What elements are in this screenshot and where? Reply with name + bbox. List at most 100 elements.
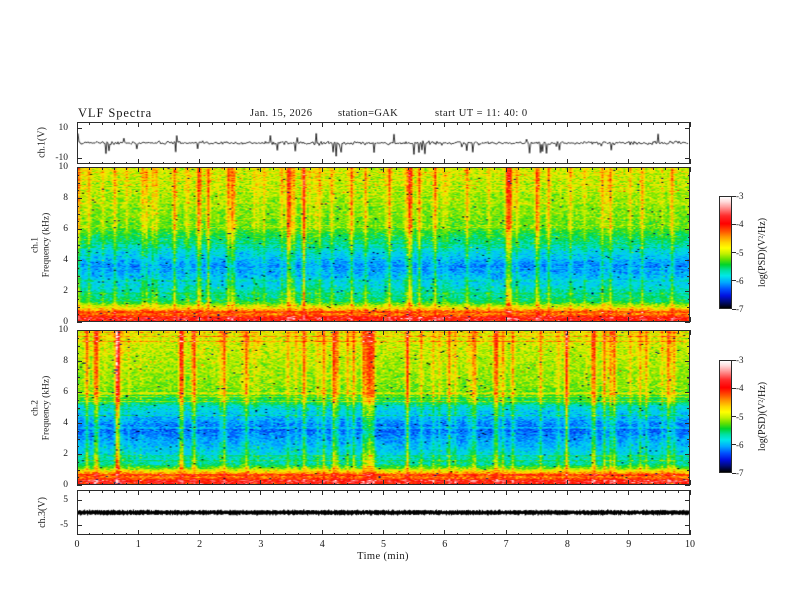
ch1-waveform-xminortick <box>113 161 115 164</box>
ch1-spectrogram-xtickmark <box>137 167 139 172</box>
ch1-waveform-xminortick <box>150 161 152 164</box>
ch1-waveform-xminortick <box>640 161 642 164</box>
ch1-spectrogram-yminortick <box>77 244 80 246</box>
ch1-spectrogram-ylabel: ch.1 Frequency (kHz) <box>30 167 52 322</box>
ch1-spectrogram-yminortick <box>688 267 690 269</box>
x-axis-tick: 10 <box>685 539 695 550</box>
ch2-spectrogram-xminortick <box>113 482 115 485</box>
ch2-spectrogram-xminortick <box>211 330 213 333</box>
ch1-waveform-xminortick <box>248 122 250 125</box>
ch2-spectrogram-yminortick <box>688 477 690 479</box>
ch2-spectrogram-xminortick <box>457 482 459 485</box>
ch1-spectrogram-yminortick <box>687 213 690 215</box>
ch2-spectrogram-yminortick <box>77 384 79 386</box>
ch1-spectrogram-xtickmark <box>321 167 323 172</box>
ch1-spectrogram-ytickmark <box>77 166 82 168</box>
ch1-waveform-xminortick <box>371 122 373 125</box>
ch1-waveform-xminortick <box>481 161 483 164</box>
ch2-spectrogram-xtickmark <box>321 330 323 335</box>
ch2-spectrogram-xminortick <box>591 482 593 485</box>
ch2-spectrogram-xminortick <box>346 482 348 485</box>
ch1-spectrogram-xminortick <box>211 167 213 170</box>
ch1-spectrogram-ytickmark <box>77 321 82 323</box>
ch3-waveform-xminortick <box>481 532 483 535</box>
ch1-waveform-xminortick <box>297 161 299 164</box>
ch2-spectrogram-xminortick <box>273 482 275 485</box>
ch2-spectrogram-xminortick <box>604 482 606 485</box>
ch1-waveform-xminortick <box>420 161 422 164</box>
ch3-waveform-xminortick <box>150 490 152 493</box>
ch1-spectrogram-xminortick <box>162 319 164 322</box>
ch2-spectrogram-xminortick <box>224 330 226 333</box>
ch3-waveform-xtickmark <box>199 530 201 535</box>
ch2-spectrogram-xminortick <box>248 330 250 333</box>
ch1-waveform-xminortick <box>187 161 189 164</box>
ch1-waveform-xminortick <box>89 122 91 125</box>
ch3-waveform-xminortick <box>224 490 226 493</box>
ch3-waveform-xminortick <box>481 490 483 493</box>
ch3-waveform-xtickmark <box>383 530 384 535</box>
ch1-waveform-xminortick <box>358 122 360 125</box>
ch1-colorbar-tickmark <box>732 195 736 197</box>
ch1-waveform-xminortick <box>346 161 348 164</box>
ch2-colorbar-tickmark <box>732 444 736 446</box>
ch1-colorbar <box>719 196 732 309</box>
ch1-waveform-xminortick <box>126 122 128 125</box>
ch1-spectrogram-xminortick <box>101 319 103 322</box>
ch1-waveform-xtickmark <box>566 159 568 164</box>
ch1-spectrogram-xminortick <box>334 319 336 322</box>
ch1-spectrogram-xminortick <box>530 319 532 322</box>
ch3-waveform-xminortick <box>616 532 618 535</box>
ch2-spectrogram-ytick: 0 <box>63 480 68 490</box>
ch1-waveform-xminortick <box>224 122 226 125</box>
ch1-waveform-xminortick <box>236 161 238 164</box>
ch1-spectrogram-xminortick <box>113 319 115 322</box>
ch1-waveform-xminortick <box>530 161 532 164</box>
ch3-waveform-xminortick <box>420 532 422 535</box>
ch2-spectrogram-xminortick <box>493 482 495 485</box>
ch3-waveform-xminortick <box>187 490 189 493</box>
ch2-spectrogram-yminortick <box>77 461 79 463</box>
ch2-spectrogram-xminortick <box>555 330 557 333</box>
ch3-waveform-xminortick <box>395 532 397 535</box>
ch1-colorbar-tick: -4 <box>736 219 744 230</box>
x-axis-tick: 0 <box>74 539 80 550</box>
ch1-spectrogram-xminortick <box>187 319 189 322</box>
ch2-spectrogram-xminortick <box>236 330 238 333</box>
ch1-waveform-xtickmark <box>505 159 507 164</box>
ch2-spectrogram-xminortick <box>665 330 667 333</box>
ch3-waveform-xtickmark <box>566 490 568 495</box>
ch1-spectrogram-yminortick <box>687 306 690 308</box>
ch2-spectrogram-xminortick <box>358 330 360 333</box>
ch2-spectrogram-xtickmark <box>76 330 78 335</box>
ch3-waveform-xminortick <box>469 532 471 535</box>
ch1-spectrogram-xminortick <box>236 167 238 170</box>
ch1-spectrogram-xminortick <box>371 319 373 322</box>
ch1-waveform-xminortick <box>420 122 422 125</box>
ch1-waveform-xtickmark <box>76 122 78 127</box>
ch1-spectrogram-xtickmark <box>444 317 446 322</box>
ch2-spectrogram-xminortick <box>616 330 618 333</box>
ch1-spectrogram-xminortick <box>457 167 459 170</box>
x-axis-tick: 5 <box>381 539 386 550</box>
ch1-spectrogram-xminortick <box>665 319 667 322</box>
ch1-spectrogram-xminortick <box>665 167 667 170</box>
ch2-colorbar-tickmark <box>732 416 736 417</box>
ch3-waveform-xminortick <box>518 490 520 493</box>
ch2-spectrogram-xminortick <box>101 482 103 485</box>
ch2-spectrogram-xminortick <box>89 482 91 485</box>
ch1-spectrogram-xminortick <box>518 319 520 322</box>
ch1-spectrogram-yminortick <box>688 283 690 285</box>
ch2-spectrogram-xminortick <box>89 330 91 333</box>
ch1-spectrogram-xminortick <box>358 167 360 170</box>
ch2-spectrogram-xminortick <box>236 482 238 485</box>
ch2-spectrogram-ylabel: ch.2 Frequency (kHz) <box>30 330 52 485</box>
ch1-spectrogram-xminortick <box>408 319 410 322</box>
ch1-spectrogram-xminortick <box>555 319 557 322</box>
x-axis-tick: 3 <box>258 539 264 550</box>
ch2-spectrogram-yminortick <box>688 415 690 417</box>
ch1-waveform-ytickmark <box>77 127 82 129</box>
ch3-waveform-xminortick <box>555 490 557 493</box>
ch1-spectrogram-yminortick <box>688 205 690 207</box>
ch2-spectrogram-xtickmark <box>321 480 323 485</box>
